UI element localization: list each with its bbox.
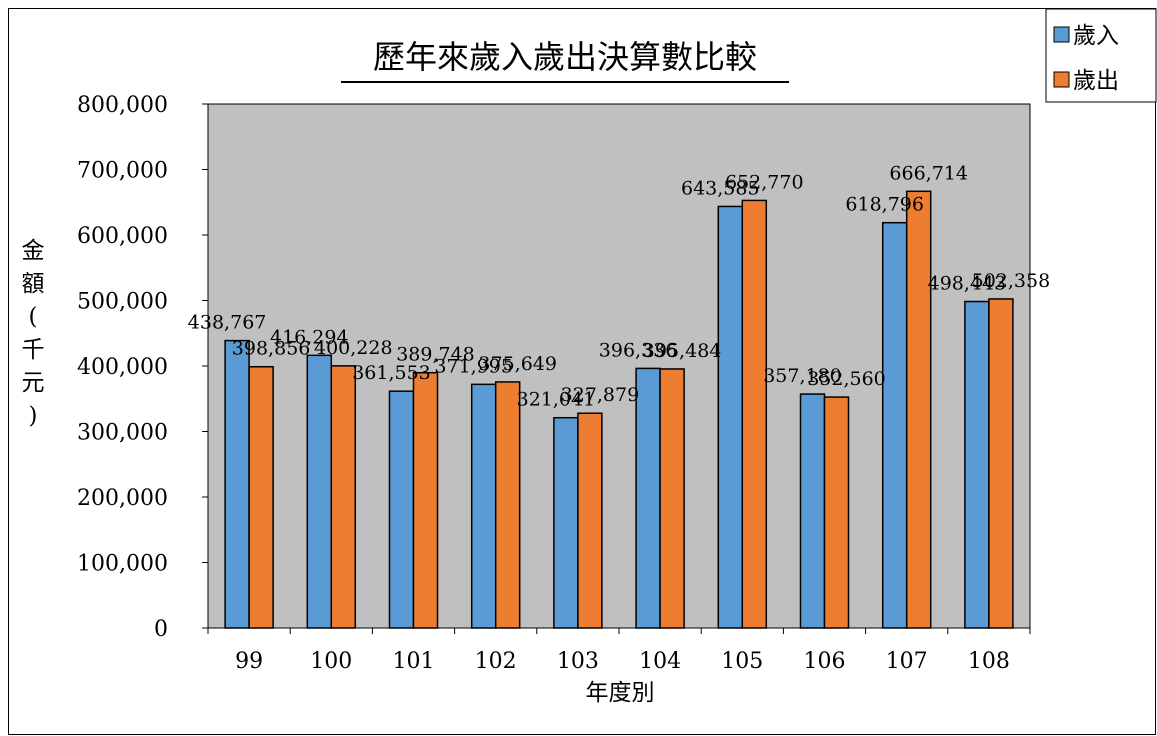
bar-income-100 bbox=[306, 354, 333, 629]
data-label-expenditure-100: 400,228 bbox=[314, 337, 393, 359]
bar-expenditure-104 bbox=[659, 368, 685, 629]
data-label-income-107: 618,796 bbox=[845, 194, 924, 216]
bar-expenditure-105 bbox=[741, 199, 768, 629]
x-tick-label: 99 bbox=[235, 649, 263, 674]
bar-income-107 bbox=[881, 221, 908, 629]
y-tick-label: 500,000 bbox=[77, 290, 168, 315]
data-label-expenditure-106: 352,560 bbox=[807, 368, 886, 390]
data-label-expenditure-105: 652,770 bbox=[725, 171, 804, 193]
data-label-expenditure-101: 389,748 bbox=[396, 344, 475, 366]
bar-expenditure-107 bbox=[905, 190, 932, 629]
y-axis-title: 金額 ( 千元) bbox=[22, 238, 45, 429]
data-label-income-104: 396,336 bbox=[599, 339, 678, 361]
data-label-income-106: 357,180 bbox=[763, 365, 842, 387]
bar-expenditure-103 bbox=[577, 412, 603, 629]
y-tick-label: 400,000 bbox=[77, 355, 168, 380]
data-label-income-102: 371,995 bbox=[434, 355, 513, 377]
legend-swatch-expenditure bbox=[1053, 71, 1070, 88]
y-axis-title-char: ) bbox=[29, 403, 38, 429]
bar-expenditure-99 bbox=[248, 365, 274, 629]
bar-expenditure-101 bbox=[412, 371, 439, 629]
y-axis: 0 100,000 200,000 300,000 400,000 500,000 600,… bbox=[77, 93, 208, 642]
y-tick-label: 300,000 bbox=[77, 421, 168, 446]
bar-expenditure-106 bbox=[823, 396, 850, 629]
data-label-income-103: 321,041 bbox=[517, 389, 596, 411]
x-tick-label: 104 bbox=[639, 649, 681, 674]
y-tick-label: 600,000 bbox=[77, 224, 168, 249]
x-tick-label: 100 bbox=[310, 649, 352, 674]
legend-swatch-income bbox=[1053, 26, 1070, 43]
legend-label-expenditure: 歲出 bbox=[1073, 68, 1119, 94]
bars bbox=[224, 190, 1014, 629]
bar-expenditure-100 bbox=[330, 365, 357, 629]
y-tick-label: 100,000 bbox=[77, 552, 168, 577]
x-tick-label: 102 bbox=[475, 649, 517, 674]
bar-income-106 bbox=[799, 393, 826, 629]
legend-label-income: 歲入 bbox=[1073, 23, 1119, 49]
y-axis-title-char: ( bbox=[29, 304, 38, 330]
bar-income-101 bbox=[388, 390, 415, 629]
x-tick-label: 107 bbox=[886, 649, 928, 674]
y-axis-title-char: 千 bbox=[22, 337, 45, 363]
x-tick-label: 106 bbox=[804, 649, 846, 674]
bar-income-108 bbox=[964, 300, 990, 629]
bar-expenditure-108 bbox=[988, 298, 1014, 629]
bar-income-105 bbox=[717, 205, 744, 629]
y-axis-title-char: 金 bbox=[22, 238, 45, 264]
bar-expenditure-102 bbox=[494, 381, 521, 629]
x-axis-title: 年度別 bbox=[586, 680, 655, 706]
data-label-expenditure-107: 666,714 bbox=[889, 162, 968, 184]
legend: 歲入 歲出 bbox=[1045, 8, 1157, 103]
y-axis-title-char: 元 bbox=[22, 370, 45, 396]
bar-income-103 bbox=[553, 416, 579, 629]
data-label-expenditure-102: 375,649 bbox=[478, 353, 557, 375]
bar-income-102 bbox=[470, 383, 497, 629]
x-tick-label: 101 bbox=[393, 649, 435, 674]
y-tick-label: 200,000 bbox=[77, 486, 168, 511]
y-tick-label: 0 bbox=[154, 617, 168, 642]
x-tick-label: 103 bbox=[557, 649, 599, 674]
data-label-expenditure-99: 398,856 bbox=[232, 338, 311, 360]
data-label-income-105: 643,585 bbox=[681, 177, 760, 199]
data-label-expenditure-104: 395,484 bbox=[643, 340, 722, 362]
data-label-expenditure-103: 327,879 bbox=[561, 384, 640, 406]
data-label-income-101: 361,553 bbox=[352, 362, 431, 384]
x-tick-label: 108 bbox=[968, 649, 1010, 674]
x-axis: 99 100 101 102 103 104 105 106 107 108 bbox=[207, 628, 1031, 674]
data-label-expenditure-108: 502,358 bbox=[972, 270, 1051, 292]
data-label-income-100: 416,294 bbox=[270, 326, 349, 348]
y-axis-title-char: 額 bbox=[22, 271, 45, 297]
chart-title: 歷年來歲入歲出決算數比較 bbox=[373, 38, 757, 76]
x-tick-label: 105 bbox=[721, 649, 763, 674]
data-label-income-108: 498,443 bbox=[928, 273, 1007, 295]
bar-income-104 bbox=[635, 367, 661, 629]
data-label-income-99: 438,767 bbox=[188, 312, 267, 334]
y-tick-label: 700,000 bbox=[77, 159, 168, 184]
bar-income-99 bbox=[224, 339, 250, 629]
y-tick-label: 800,000 bbox=[77, 93, 168, 118]
